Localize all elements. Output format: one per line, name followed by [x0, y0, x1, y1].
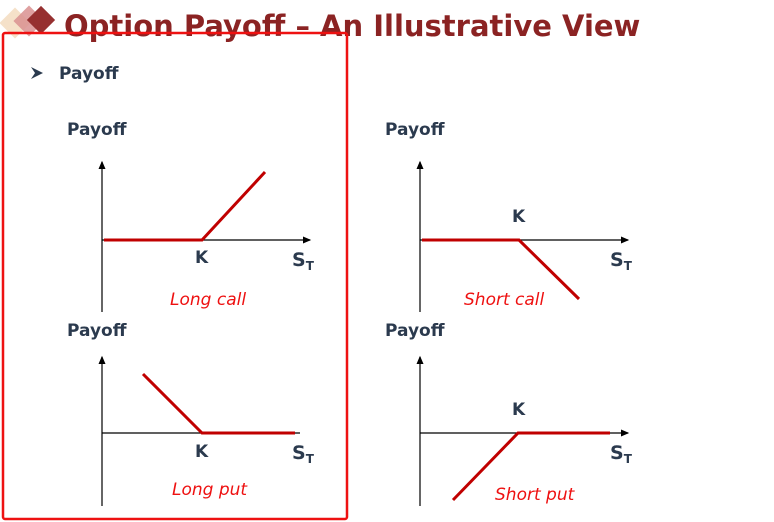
y-axis-label: Payoff — [67, 120, 127, 140]
payoff-line — [422, 238, 581, 301]
panel-long-put: Payoff K ST Long put — [67, 321, 315, 506]
slide-title: Option Payoff – An Illustrative View — [64, 9, 640, 43]
payoff-line — [451, 431, 610, 502]
x-axis-label: ST — [292, 442, 315, 466]
strike-label: K — [512, 207, 526, 227]
y-axis-label: Payoff — [67, 321, 127, 341]
panel-short-call: Payoff K ST Short call — [385, 120, 633, 312]
x-axis-label: ST — [610, 442, 633, 466]
payoff-line — [104, 170, 267, 242]
strike-label: K — [195, 248, 209, 268]
caption: Long put — [172, 480, 248, 500]
panel-short-put: Payoff K ST Short put — [385, 321, 633, 506]
y-axis-label: Payoff — [385, 120, 445, 140]
bullet-payoff: Payoff — [59, 64, 119, 84]
caption: Long call — [170, 290, 246, 310]
strike-label: K — [512, 400, 526, 420]
strike-label: K — [195, 442, 209, 462]
x-axis-label: ST — [292, 249, 315, 273]
highlight-box — [1, 31, 349, 521]
caption: Short put — [495, 485, 576, 505]
logo-diamonds — [0, 5, 56, 39]
payoff-line — [141, 372, 295, 435]
arrow-bullet-icon — [31, 67, 43, 79]
y-axis-label: Payoff — [385, 321, 445, 341]
x-axis-label: ST — [610, 249, 633, 273]
panel-long-call: Payoff K ST Long call — [67, 120, 315, 312]
caption: Short call — [464, 290, 545, 310]
